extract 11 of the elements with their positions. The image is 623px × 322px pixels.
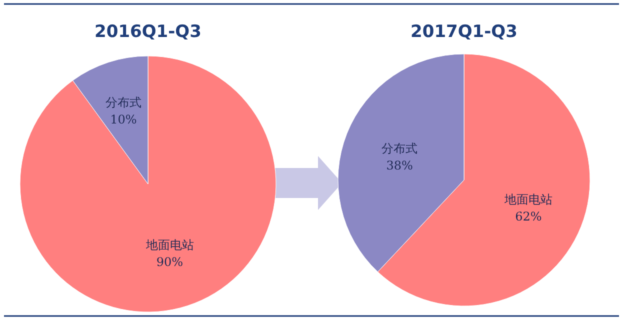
data-label: 90% (156, 254, 184, 269)
data-label: 62% (515, 210, 542, 224)
pie-slice (20, 56, 276, 312)
data-label: 10% (110, 112, 137, 127)
chart-title: 2017Q1-Q3 (410, 22, 518, 42)
slice-label: 地面电站 (503, 192, 552, 207)
slice-label: 分布式 (382, 141, 418, 156)
chart-title: 2016Q1-Q3 (94, 22, 202, 42)
data-label: 38% (386, 158, 413, 172)
slice-label: 地面电站 (144, 238, 194, 252)
slice-label: 分布式 (105, 96, 142, 110)
